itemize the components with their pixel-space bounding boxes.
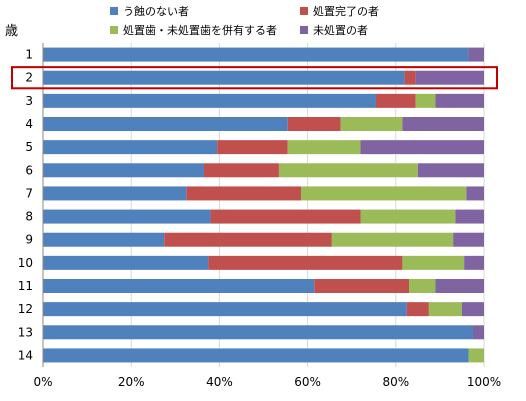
y-tick-label: 6 xyxy=(25,163,33,177)
bar-segment-13-s3 xyxy=(472,325,484,340)
highlight-box xyxy=(11,66,498,90)
legend-label: 処置歯・未処置歯を併有する者 xyxy=(123,24,277,37)
bar-segment-10-s3 xyxy=(464,255,484,270)
bar-segment-8-s3 xyxy=(455,209,484,224)
legend-item: う蝕のない者 xyxy=(110,3,189,19)
y-tick-label: 12 xyxy=(18,302,33,316)
y-axis-title: 歳 xyxy=(5,24,19,39)
bar-segment-12-s0 xyxy=(43,302,407,317)
bar-segment-7-s3 xyxy=(466,186,484,201)
bar-segment-4-s3 xyxy=(402,117,484,131)
bar-segment-12-s3 xyxy=(461,302,484,317)
bar-segment-11-s1 xyxy=(314,279,410,293)
bar-segment-1-s0 xyxy=(43,47,469,62)
y-tick-label: 7 xyxy=(25,186,33,200)
bar-segment-1-s3 xyxy=(468,47,484,62)
legend: う蝕のない者 処置完了の者処置歯・未処置歯を併有する者 未処置の者 xyxy=(110,3,510,41)
bar-segment-6-s3 xyxy=(417,163,484,178)
legend-label: う蝕のない者 xyxy=(123,5,189,18)
bar-segment-4-s2 xyxy=(340,117,403,131)
bar-segment-3-s1 xyxy=(375,93,416,108)
bar-segment-2-s0 xyxy=(43,70,405,85)
x-tick-label: 40% xyxy=(206,375,233,389)
bar-segment-12-s2 xyxy=(428,302,462,317)
bar-segment-2-s3 xyxy=(415,70,484,85)
y-tick-label: 14 xyxy=(18,348,33,362)
bar-segment-11-s0 xyxy=(43,279,315,293)
bar-segment-12-s1 xyxy=(406,302,429,317)
bar-segment-6-s0 xyxy=(43,163,204,178)
legend-swatch xyxy=(110,7,118,15)
y-tick-label: 9 xyxy=(25,233,33,247)
x-tick-label: 60% xyxy=(294,375,321,389)
bar-segment-5-s0 xyxy=(43,140,218,155)
y-tick-label: 11 xyxy=(18,279,33,293)
legend-item: 処置完了の者 xyxy=(300,3,379,19)
y-tick-label: 1 xyxy=(25,48,33,62)
legend-item: 未処置の者 xyxy=(300,22,368,38)
bar-segment-3-s3 xyxy=(435,93,484,108)
y-tick-label: 13 xyxy=(18,325,33,339)
y-tick-label: 10 xyxy=(18,256,33,270)
legend-swatch xyxy=(300,26,308,34)
bar-segment-4-s0 xyxy=(43,117,288,131)
bar-segment-6-s2 xyxy=(278,163,418,178)
y-tick-label: 2 xyxy=(25,71,33,85)
bar-segment-6-s1 xyxy=(203,163,279,178)
legend-swatch xyxy=(300,7,308,15)
bar-segment-10-s1 xyxy=(208,255,403,270)
bar-segment-3-s2 xyxy=(415,93,436,108)
bar-segment-14-s2 xyxy=(468,348,484,363)
legend-swatch xyxy=(110,26,118,34)
legend-item: 処置歯・未処置歯を併有する者 xyxy=(110,22,277,38)
x-tick-label: 0% xyxy=(33,375,52,389)
bar-segment-9-s2 xyxy=(331,232,454,247)
bar-segment-8-s0 xyxy=(43,209,211,224)
bar-segment-4-s1 xyxy=(287,117,341,131)
bar-segment-7-s2 xyxy=(300,186,467,201)
bar-segment-10-s2 xyxy=(402,255,465,270)
x-tick-label: 100% xyxy=(467,375,501,389)
x-tick-label: 80% xyxy=(382,375,409,389)
bar-segment-7-s1 xyxy=(186,186,301,201)
bar-segment-8-s1 xyxy=(210,209,361,224)
bar-segment-10-s0 xyxy=(43,255,209,270)
legend-label: 未処置の者 xyxy=(313,24,368,37)
bar-segment-2-s1 xyxy=(404,70,416,85)
bar-segment-7-s0 xyxy=(43,186,187,201)
bar-segment-3-s0 xyxy=(43,93,376,108)
bar-segment-9-s3 xyxy=(453,232,484,247)
legend-label: 処置完了の者 xyxy=(313,5,379,18)
bar-segment-9-s0 xyxy=(43,232,165,247)
bar-segment-5-s2 xyxy=(287,140,361,155)
bar-segment-9-s1 xyxy=(164,232,332,247)
bar-segment-5-s1 xyxy=(217,140,288,155)
y-tick-label: 4 xyxy=(25,117,33,131)
bar-segment-5-s3 xyxy=(360,140,484,155)
x-tick-label: 20% xyxy=(118,375,145,389)
bar-segment-14-s0 xyxy=(43,348,469,363)
y-tick-label: 5 xyxy=(25,140,33,154)
y-tick-label: 8 xyxy=(25,210,33,224)
bar-segment-11-s2 xyxy=(409,279,436,293)
bar-segment-13-s0 xyxy=(43,325,473,340)
bar-segment-8-s2 xyxy=(360,209,456,224)
bar-segment-11-s3 xyxy=(435,279,484,293)
y-tick-label: 3 xyxy=(25,94,33,108)
